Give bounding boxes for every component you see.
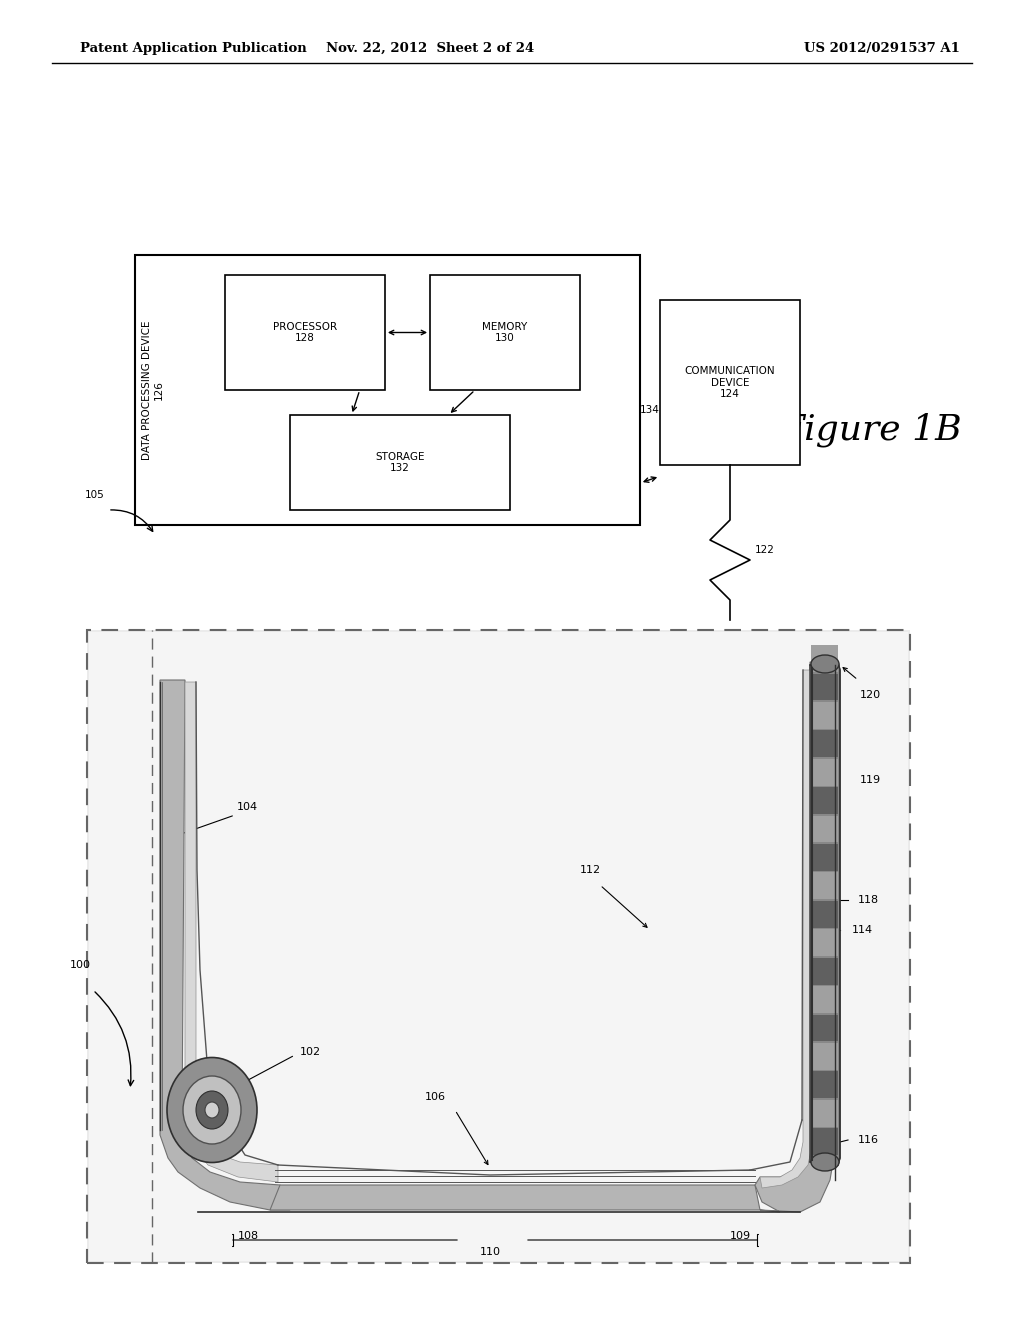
Polygon shape <box>760 671 812 1188</box>
Text: 110: 110 <box>479 1247 501 1257</box>
Bar <box>225 275 385 389</box>
Bar <box>87 630 910 1263</box>
Polygon shape <box>185 682 278 1181</box>
Polygon shape <box>755 663 835 1212</box>
Text: 104: 104 <box>237 803 258 812</box>
Bar <box>135 255 640 525</box>
Text: 116: 116 <box>858 1135 879 1144</box>
Polygon shape <box>160 680 290 1210</box>
Text: 112: 112 <box>580 865 600 875</box>
Bar <box>660 300 800 465</box>
Bar <box>290 414 510 510</box>
Ellipse shape <box>811 655 839 673</box>
Ellipse shape <box>811 1152 839 1171</box>
Ellipse shape <box>205 1102 219 1118</box>
Bar <box>811 759 838 785</box>
Bar <box>811 873 838 899</box>
Text: 134: 134 <box>640 405 659 414</box>
Text: 106: 106 <box>425 1092 445 1102</box>
Text: 100: 100 <box>70 960 90 970</box>
Text: Figure 1B: Figure 1B <box>780 413 963 447</box>
Polygon shape <box>810 663 840 1166</box>
Bar <box>811 730 838 758</box>
Bar <box>811 900 838 928</box>
Bar <box>811 645 838 672</box>
Ellipse shape <box>196 1092 228 1129</box>
Text: 120: 120 <box>860 690 881 700</box>
Text: PROCESSOR
128: PROCESSOR 128 <box>273 322 337 343</box>
Text: Patent Application Publication: Patent Application Publication <box>80 42 307 55</box>
Text: MEMORY
130: MEMORY 130 <box>482 322 527 343</box>
Text: STORAGE
132: STORAGE 132 <box>375 451 425 474</box>
Bar <box>430 275 580 389</box>
Text: US 2012/0291537 A1: US 2012/0291537 A1 <box>804 42 961 55</box>
Bar <box>811 986 838 1012</box>
Text: 114: 114 <box>852 925 873 935</box>
Text: 119: 119 <box>860 775 881 785</box>
Bar <box>811 1129 838 1155</box>
Text: 105: 105 <box>85 490 104 500</box>
Text: 118: 118 <box>858 895 880 906</box>
Text: 102: 102 <box>300 1047 322 1057</box>
Polygon shape <box>270 1185 760 1210</box>
Text: 109: 109 <box>729 1232 751 1241</box>
Text: 108: 108 <box>238 1232 259 1241</box>
Bar <box>811 702 838 729</box>
Bar <box>811 843 838 871</box>
Text: DATA PROCESSING DEVICE
126: DATA PROCESSING DEVICE 126 <box>142 321 164 459</box>
Bar <box>811 816 838 842</box>
Bar <box>811 673 838 701</box>
Text: Nov. 22, 2012  Sheet 2 of 24: Nov. 22, 2012 Sheet 2 of 24 <box>326 42 535 55</box>
Bar <box>89 632 908 1261</box>
Bar <box>811 1015 838 1041</box>
Text: 122: 122 <box>755 545 775 554</box>
Bar <box>811 929 838 956</box>
Bar <box>811 1100 838 1126</box>
Bar <box>811 1043 838 1069</box>
Text: COMMUNICATION
DEVICE
124: COMMUNICATION DEVICE 124 <box>685 366 775 399</box>
Bar <box>811 958 838 985</box>
Ellipse shape <box>167 1057 257 1163</box>
Ellipse shape <box>183 1076 241 1144</box>
Bar <box>811 1072 838 1098</box>
Bar <box>811 787 838 814</box>
